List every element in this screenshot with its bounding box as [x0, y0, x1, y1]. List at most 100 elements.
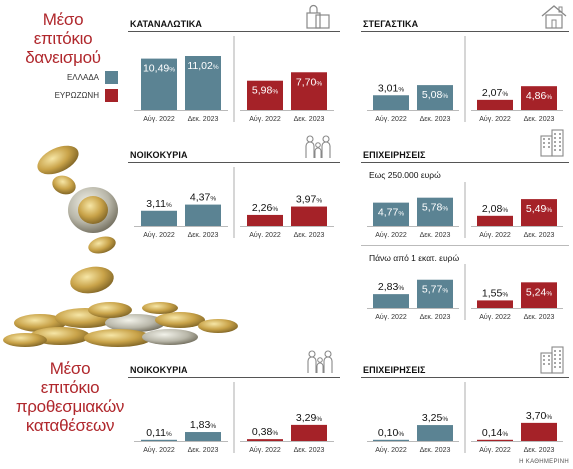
deposits-title-line: καταθέσεων — [25, 416, 115, 435]
bar-eurozone-aug-2022 — [477, 215, 513, 226]
value-label: 0,14% — [482, 427, 508, 439]
section-title-consumer: ΚΑΤΑΝΑΛΩΤΙΚΑ — [130, 19, 202, 29]
value-label: 3,29% — [296, 412, 322, 424]
category-label: Αύγ. 2022 — [249, 115, 281, 123]
bar-greece-aug-2022 — [373, 294, 409, 308]
bar-eurozone-dec-2023 — [521, 199, 557, 226]
section-rule-business-deposits — [361, 377, 569, 378]
category-label: Δεκ. 2023 — [420, 232, 451, 239]
bar-greece-dec-2023 — [185, 204, 221, 226]
value-label: 5,98% — [252, 85, 278, 97]
bar-greece-aug-2022 — [373, 95, 409, 110]
section-divider-business — [361, 245, 569, 246]
deposits-title-line: προθεσμιακών — [15, 397, 125, 416]
coin-pile — [3, 302, 238, 347]
value-label: 1,55% — [482, 287, 508, 299]
category-label: Αύγ. 2022 — [375, 231, 407, 239]
legend-swatch-eurozone — [105, 88, 118, 102]
bar-greece-aug-2022 — [141, 210, 177, 226]
house-icon — [541, 5, 567, 29]
value-label: 3,70% — [526, 410, 552, 422]
bar-eurozone-aug-2022 — [247, 80, 283, 110]
chart-business-deposits: 0,10% Αύγ. 2022 3,25% Δεκ. 2023 0,14% Αύγ. 20… — [367, 382, 563, 454]
category-label: Αύγ. 2022 — [375, 115, 407, 123]
category-label: Αύγ. 2022 — [143, 446, 175, 454]
bar-greece-aug-2022 — [141, 58, 177, 110]
section-title-business-loans: ΕΠΙΧΕΙΡΗΣΕΙΣ — [363, 150, 426, 160]
subheading-small-business: Εως 250.000 ευρώ — [369, 170, 441, 180]
buildings-icon — [540, 129, 564, 157]
category-label: Αύγ. 2022 — [143, 115, 175, 123]
bar-eurozone-aug-2022 — [477, 439, 513, 441]
chart-housing: 3,01% Αύγ. 2022 5,08% Δεκ. 2023 2,07% Αύγ. 20… — [367, 36, 563, 123]
bar-eurozone-dec-2023 — [291, 206, 327, 226]
legend-item-greece: ΕΛΛΑΔΑ — [38, 68, 118, 86]
bar-eurozone-dec-2023 — [291, 72, 327, 110]
bar-greece-dec-2023 — [185, 432, 221, 441]
bar-eurozone-aug-2022 — [247, 214, 283, 226]
bar-eurozone-dec-2023 — [521, 282, 557, 308]
section-title-households-deposits: ΝΟΙΚΟΚΥΡΙΑ — [130, 365, 188, 375]
family-icon — [305, 135, 331, 158]
category-label: Αύγ. 2022 — [479, 115, 511, 123]
family-icon — [307, 350, 333, 373]
value-label: 2,26% — [252, 202, 278, 214]
loans-title-line: επιτόκιο — [33, 29, 93, 48]
chart-business-small: 4,77% Αύγ. 2022 5,78% Δεκ. 2023 2,08% Αύγ. 20… — [367, 182, 563, 239]
section-title-business-deposits: ΕΠΙΧΕΙΡΗΣΕΙΣ — [363, 365, 426, 375]
loans-title-line: Μέσο — [42, 10, 84, 29]
section-rule-consumer — [128, 31, 340, 32]
value-label: 11,02% — [187, 60, 219, 72]
bar-greece-dec-2023 — [417, 85, 453, 110]
bar-eurozone-aug-2022 — [477, 300, 513, 308]
section-rule-households-deposits — [128, 377, 340, 378]
value-label: 2,07% — [482, 87, 508, 99]
coins-illustration — [3, 145, 238, 347]
category-label: Αύγ. 2022 — [249, 231, 281, 239]
bar-greece-aug-2022 — [141, 439, 177, 441]
value-label: 2,08% — [482, 203, 508, 215]
legend-item-eurozone: ΕΥΡΩΖΩΝΗ — [38, 86, 118, 104]
section-title-households-loans: ΝΟΙΚΟΚΥΡΙΑ — [130, 150, 188, 160]
section-rule-business-loans — [361, 162, 569, 163]
section-rule-households-loans — [128, 162, 340, 163]
category-label: Αύγ. 2022 — [479, 313, 511, 321]
category-label: Αύγ. 2022 — [375, 313, 407, 321]
category-label: Δεκ. 2023 — [524, 314, 555, 321]
legend: ΕΛΛΑΔΑ ΕΥΡΩΖΩΝΗ — [38, 68, 118, 104]
buildings-icon — [540, 346, 564, 374]
shopping-bag-icon — [306, 4, 330, 29]
chart-households-loans: 3,11% Αύγ. 2022 4,37% Δεκ. 2023 2,26% Αύγ. 20… — [134, 167, 334, 239]
category-label: Αύγ. 2022 — [249, 446, 281, 454]
value-label: 2,83% — [378, 281, 404, 293]
value-label: 4,37% — [190, 192, 216, 204]
chart-consumer: 10,49% Αύγ. 2022 11,02% Δεκ. 2023 5,98% Αύγ. … — [134, 36, 334, 123]
category-label: Δεκ. 2023 — [420, 314, 451, 321]
value-label: 3,11% — [146, 198, 172, 210]
category-label: Δεκ. 2023 — [188, 116, 219, 123]
value-label: 5,49% — [526, 203, 552, 215]
value-label: 4,77% — [378, 207, 404, 219]
value-label: 1,83% — [190, 419, 216, 431]
value-label: 5,77% — [422, 284, 448, 296]
section-rule-housing — [361, 31, 569, 32]
loans-title: Μέσο επιτόκιο δανεισμού — [4, 10, 122, 67]
value-label: 0,10% — [378, 427, 404, 439]
category-label: Αύγ. 2022 — [375, 446, 407, 454]
chart-business-large: 2,83% Αύγ. 2022 5,77% Δεκ. 2023 1,55% Αύγ. 20… — [367, 264, 563, 321]
bar-greece-dec-2023 — [417, 197, 453, 226]
category-label: Δεκ. 2023 — [524, 232, 555, 239]
value-label: 5,24% — [526, 286, 552, 298]
category-label: Αύγ. 2022 — [479, 446, 511, 454]
bar-greece-aug-2022 — [373, 439, 409, 441]
bar-eurozone-dec-2023 — [291, 424, 327, 441]
value-label: 4,86% — [526, 90, 552, 102]
category-label: Δεκ. 2023 — [294, 232, 325, 239]
value-label: 5,78% — [422, 202, 448, 214]
legend-label-eurozone: ΕΥΡΩΖΩΝΗ — [54, 90, 99, 100]
value-label: 5,08% — [422, 89, 448, 101]
bar-greece-dec-2023 — [417, 425, 453, 441]
category-label: Δεκ. 2023 — [294, 116, 325, 123]
subheading-large-business: Πάνω από 1 εκατ. ευρώ — [369, 253, 460, 263]
deposits-title: Μέσο επιτόκιο προθεσμιακών καταθέσεων — [4, 359, 136, 435]
